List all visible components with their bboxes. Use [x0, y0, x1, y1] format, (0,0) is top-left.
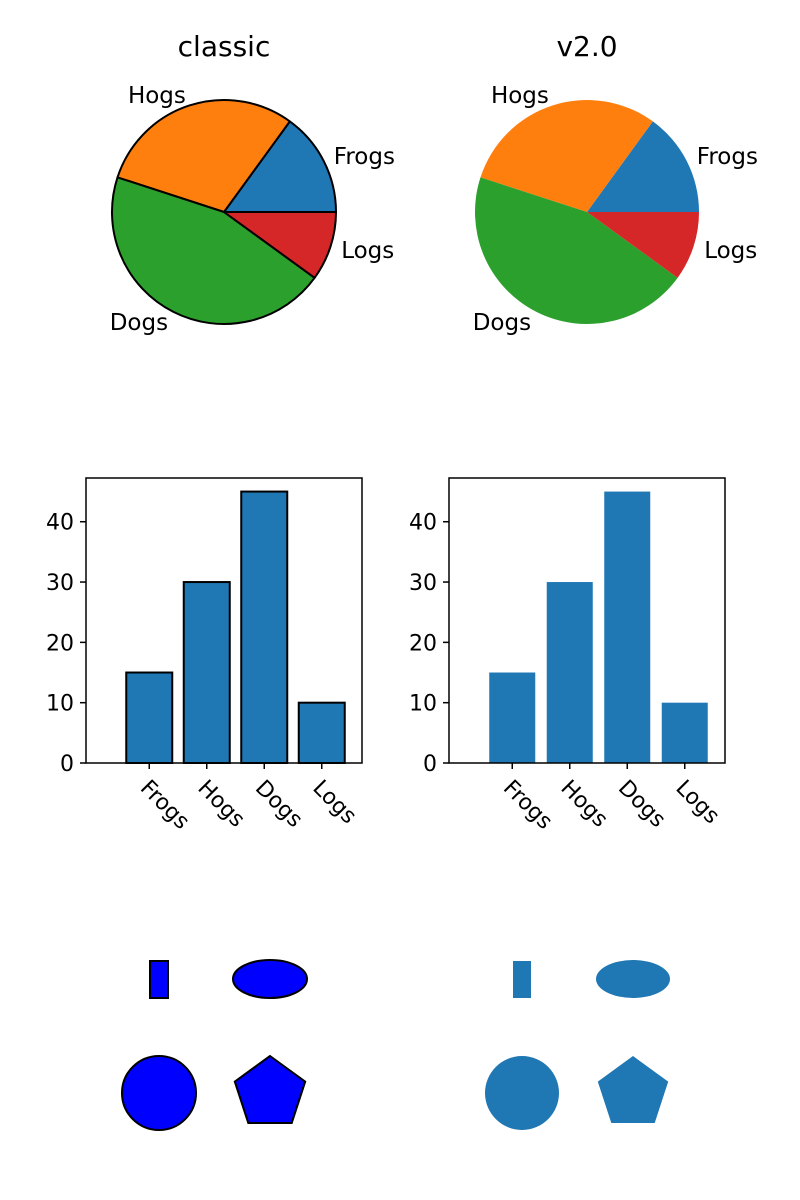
patch-samples-classic: [121, 959, 308, 1131]
ytick-label-20-v2: 20: [409, 631, 437, 656]
rectangle-patch-classic: [149, 960, 169, 999]
ytick-label-40-classic: 40: [46, 511, 74, 536]
ellipse-patch-classic: [232, 959, 308, 999]
xtick-label-frogs-classic: Frogs: [135, 776, 194, 835]
circle-patch-classic: [121, 1055, 197, 1131]
pentagon-patch-classic: [233, 1054, 307, 1124]
patch-samples-v2: [485, 960, 670, 1130]
pie-label-frogs-classic: Frogs: [334, 144, 395, 170]
bar-dogs-classic: [240, 490, 289, 764]
pie-slice-hogs-v2: [480, 100, 653, 212]
pie-label-hogs-classic: Hogs: [128, 83, 186, 109]
ytick-label-10-classic: 10: [46, 692, 74, 717]
xtick-label-logs-classic: Logs: [308, 776, 362, 830]
pie-label-dogs-classic: Dogs: [110, 310, 168, 336]
pie-label-logs-classic: Logs: [341, 238, 394, 264]
bar-logs-classic: [297, 701, 346, 764]
xtick-label-logs-v2: Logs: [671, 776, 725, 830]
ytick-label-0-v2: 0: [423, 752, 437, 777]
pie-chart-classic: classic Frogs Hogs Dogs Logs: [110, 30, 395, 336]
ytick-label-0-classic: 0: [60, 752, 74, 777]
pie-slice-frogs-classic: [223, 120, 337, 213]
xtick-label-dogs-v2: Dogs: [613, 776, 670, 833]
axes-frame-classic: [85, 477, 363, 764]
pie-slice-dogs-v2: [474, 177, 678, 325]
pie-slice-logs-classic: [223, 211, 337, 279]
pie-slice-logs-v2: [587, 212, 699, 278]
pie-slice-hogs-classic: [116, 99, 291, 213]
bar-dogs-v2: [604, 491, 651, 763]
rectangle-patch-v2: [513, 961, 531, 998]
circle-patch-v2: [485, 1056, 559, 1130]
pie-title-classic: classic: [178, 30, 271, 63]
xtick-label-hogs-classic: Hogs: [193, 776, 250, 833]
pentagon-patch-v2: [597, 1056, 669, 1123]
bar-frogs-classic: [125, 671, 174, 765]
ytick-label-40-v2: 40: [409, 511, 437, 536]
pie-label-dogs-v2: Dogs: [473, 310, 531, 336]
pie-slice-frogs-v2: [587, 121, 699, 212]
bar-hogs-v2: [546, 582, 593, 763]
ytick-label-20-classic: 20: [46, 631, 74, 656]
bar-frogs-v2: [489, 672, 536, 763]
bar-logs-v2: [661, 702, 708, 763]
xtick-label-frogs-v2: Frogs: [498, 776, 557, 835]
xtick-label-dogs-classic: Dogs: [250, 776, 307, 833]
bar-hogs-classic: [182, 581, 231, 764]
pie-label-hogs-v2: Hogs: [491, 83, 549, 109]
pie-title-v2: v2.0: [556, 30, 617, 63]
pie-chart-v2: v2.0 Frogs Hogs Dogs Logs: [473, 30, 758, 336]
ytick-label-30-v2: 30: [409, 571, 437, 596]
axes-frame-v2: [448, 477, 726, 764]
ytick-label-30-classic: 30: [46, 571, 74, 596]
ellipse-patch-v2: [596, 960, 670, 998]
pie-label-logs-v2: Logs: [704, 238, 757, 264]
xtick-label-hogs-v2: Hogs: [556, 776, 613, 833]
pie-slice-dogs-classic: [110, 176, 316, 326]
ytick-label-10-v2: 10: [409, 692, 437, 717]
pie-label-frogs-v2: Frogs: [697, 144, 758, 170]
